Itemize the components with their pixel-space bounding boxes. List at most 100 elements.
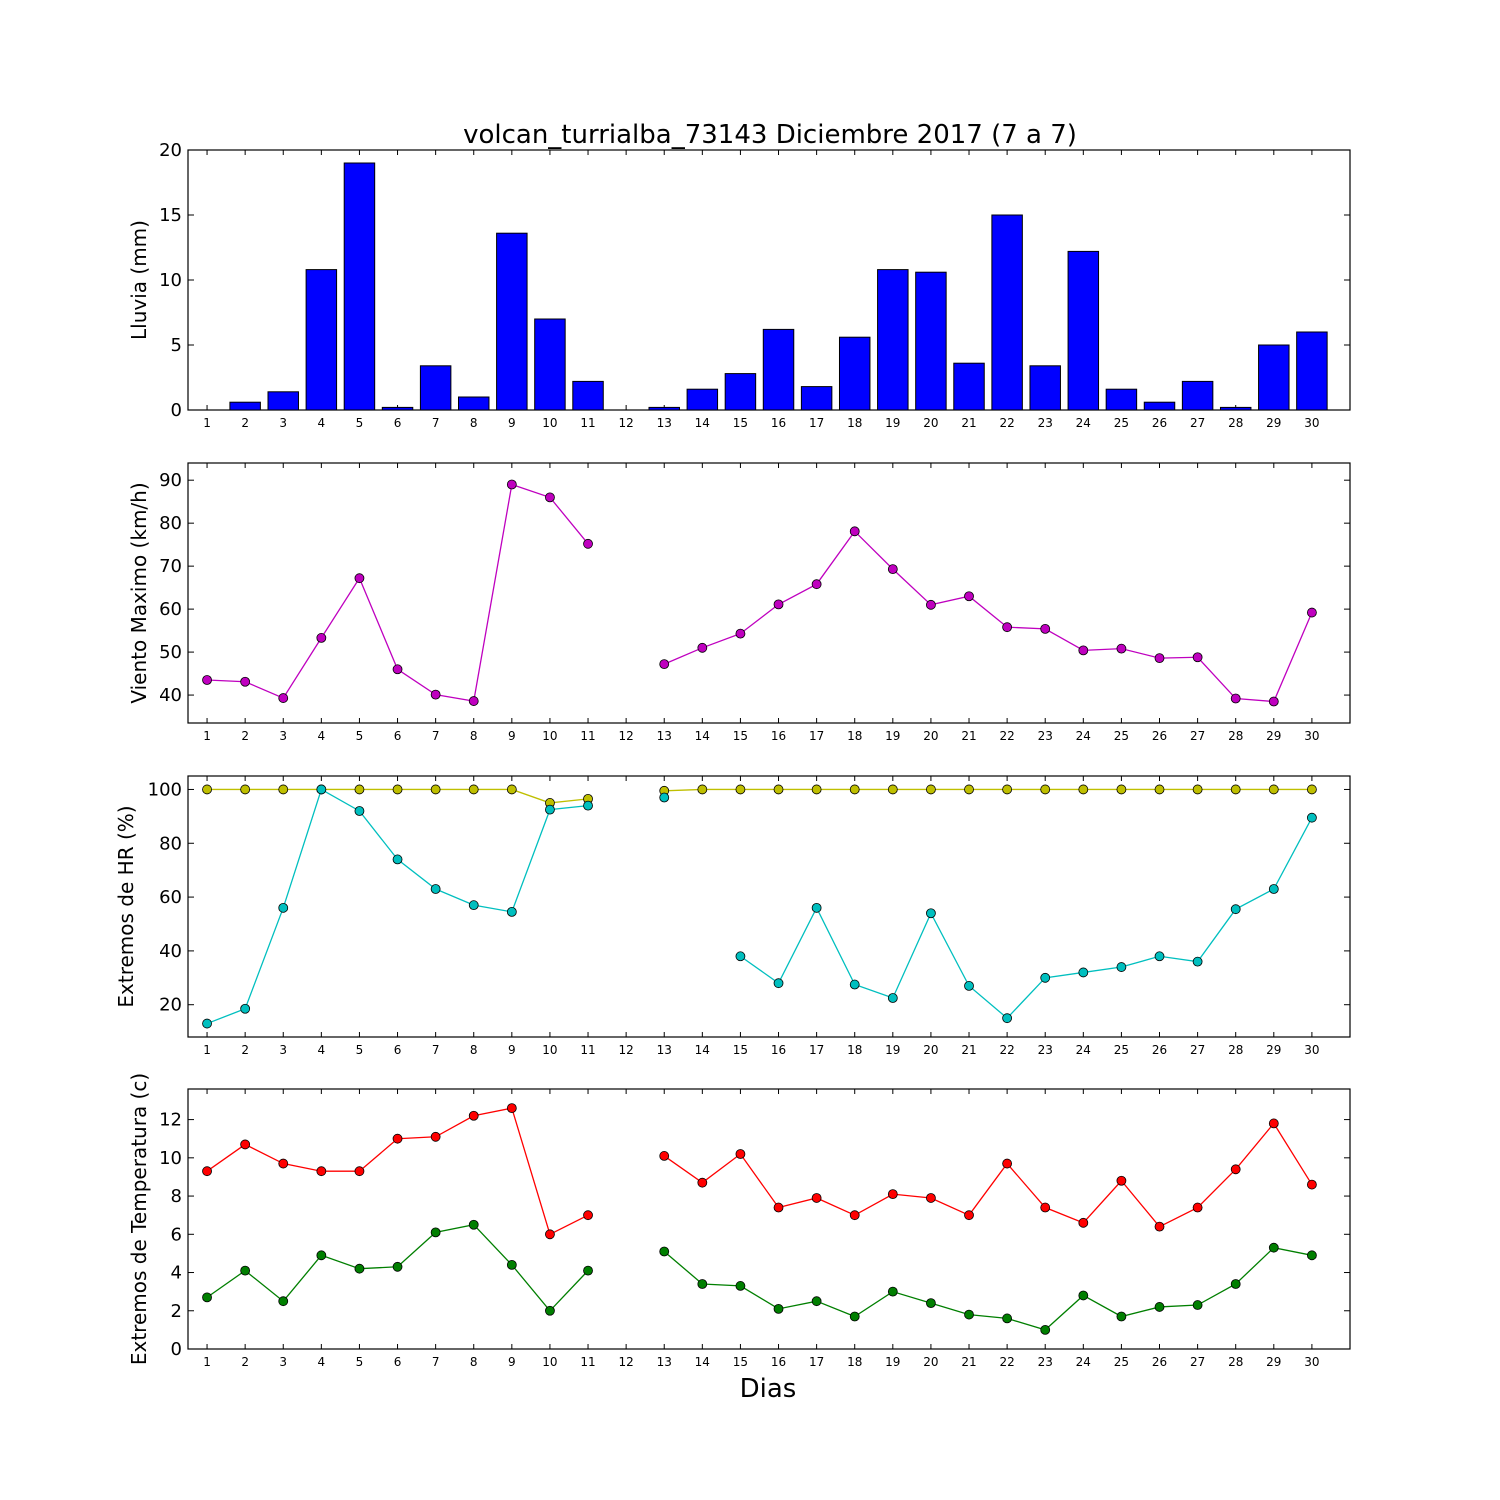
temperature-series-0-point (316, 1166, 327, 1177)
humidity-xtick-label: 25 (1114, 1043, 1129, 1057)
rain-bar (572, 380, 604, 411)
temperature-series-1-point (1268, 1242, 1279, 1253)
rain-bar (686, 388, 719, 411)
temperature-series-1-point (1230, 1279, 1241, 1289)
wind-xtick-label: 8 (470, 729, 478, 743)
rain-xtick-label: 25 (1114, 416, 1129, 430)
humidity-series-1-point (1192, 956, 1203, 967)
temperature-series-0-point (887, 1189, 898, 1200)
humidity-series-1-point (1078, 967, 1089, 978)
temperature-xtick-label: 2 (241, 1355, 249, 1369)
temperature-series-0-point (849, 1210, 860, 1221)
temperature-xtick-label: 26 (1152, 1355, 1167, 1369)
humidity-series-1-point (545, 804, 555, 815)
temperature-xtick-label: 11 (580, 1355, 595, 1369)
temperature-xtick-label: 3 (279, 1355, 287, 1369)
wind-xtick-label: 26 (1152, 729, 1167, 743)
temperature-xtick-label: 14 (695, 1355, 710, 1369)
rain-xtick-label: 28 (1228, 416, 1243, 430)
temperature-series-0-point (1192, 1202, 1203, 1213)
wind-series-0-point (1002, 622, 1013, 633)
humidity-xtick-label: 15 (733, 1043, 748, 1057)
temperature-series-1-point (773, 1303, 784, 1314)
rain-bar (838, 336, 871, 411)
rain-xtick-label: 23 (1038, 416, 1053, 430)
temperature-series-0-point (659, 1151, 670, 1161)
wind-xtick-label: 6 (394, 729, 402, 743)
temperature-plot-frame (187, 1088, 1351, 1350)
rain-bar (724, 373, 757, 411)
humidity-series-1-point (506, 906, 517, 917)
rain-ytick-label: 15 (159, 205, 182, 226)
rain-xtick-label: 24 (1076, 416, 1091, 430)
wind-y-axis-label: Viento Maximo (km/h) (127, 482, 151, 703)
rain-xtick-label: 5 (356, 416, 364, 430)
rain-bar (953, 362, 985, 411)
humidity-series-0-point (697, 784, 708, 795)
temperature-ytick-label: 6 (171, 1224, 182, 1245)
humidity-ytick-label: 60 (159, 887, 182, 908)
rain-xtick-label: 18 (847, 416, 862, 430)
humidity-xtick-label: 20 (923, 1043, 938, 1057)
humidity-series-0-point (1002, 784, 1013, 795)
wind-xtick-label: 14 (695, 729, 710, 743)
temperature-series-1-point (240, 1265, 251, 1276)
humidity-series-0-point (1116, 784, 1127, 795)
humidity-xtick-label: 6 (394, 1043, 402, 1057)
wind-series-0-point (1307, 607, 1317, 618)
rain-bar (1067, 250, 1100, 411)
temperature-series-1-point (202, 1292, 212, 1303)
rain-xtick-label: 10 (542, 416, 557, 430)
rain-bar (762, 328, 795, 411)
humidity-xtick-label: 16 (771, 1043, 786, 1057)
humidity-series-1-point (278, 902, 289, 913)
humidity-xtick-label: 5 (356, 1043, 364, 1057)
wind-series-0-point (659, 659, 670, 670)
humidity-xtick-label: 13 (657, 1043, 672, 1057)
humidity-series-0-point (1078, 784, 1089, 795)
wind-xtick-label: 29 (1266, 729, 1281, 743)
temperature-ytick-label: 0 (171, 1339, 182, 1360)
temperature-xtick-label: 29 (1266, 1355, 1281, 1369)
temperature-series-1-point (1002, 1313, 1013, 1324)
rain-bar (800, 386, 833, 411)
wind-xtick-label: 1 (203, 729, 211, 743)
rain-xtick-label: 17 (809, 416, 824, 430)
temperature-series-0-point (1230, 1164, 1241, 1175)
temperature-series-0-point (583, 1210, 593, 1221)
rain-bar (305, 269, 338, 411)
temperature-series-1-point (354, 1263, 365, 1274)
temperature-xtick-label: 30 (1304, 1355, 1319, 1369)
wind-series-0-point (964, 591, 974, 602)
wind-series-0-point (697, 642, 708, 653)
rain-bar (915, 271, 947, 411)
temperature-series-0-line (206, 1107, 589, 1236)
humidity-xtick-label: 26 (1152, 1043, 1167, 1057)
humidity-series-1-line (206, 788, 589, 1025)
wind-ytick-label: 40 (159, 685, 182, 706)
humidity-xtick-label: 7 (432, 1043, 440, 1057)
wind-series-0-point (468, 696, 479, 706)
temperature-series-0-point (1002, 1158, 1013, 1169)
wind-xtick-label: 15 (733, 729, 748, 743)
temperature-series-1-point (697, 1279, 708, 1289)
temperature-series-0-point (545, 1229, 555, 1240)
temperature-xtick-label: 8 (470, 1355, 478, 1369)
wind-series-0-line (663, 530, 1313, 703)
temperature-series-0-point (240, 1139, 251, 1150)
temperature-series-0-point (354, 1166, 365, 1177)
temperature-series-0-point (1078, 1217, 1089, 1228)
wind-series-0-point (1040, 623, 1051, 634)
temperature-xtick-label: 24 (1076, 1355, 1091, 1369)
rain-bar (1105, 388, 1138, 411)
rain-xtick-label: 19 (885, 416, 900, 430)
rain-ytick-label: 0 (171, 400, 182, 421)
wind-xtick-label: 21 (961, 729, 976, 743)
rain-bar (1143, 401, 1176, 411)
rain-bar (381, 406, 414, 411)
humidity-series-1-line (740, 817, 1313, 1020)
temperature-series-1-point (887, 1286, 898, 1297)
humidity-xtick-label: 29 (1266, 1043, 1281, 1057)
